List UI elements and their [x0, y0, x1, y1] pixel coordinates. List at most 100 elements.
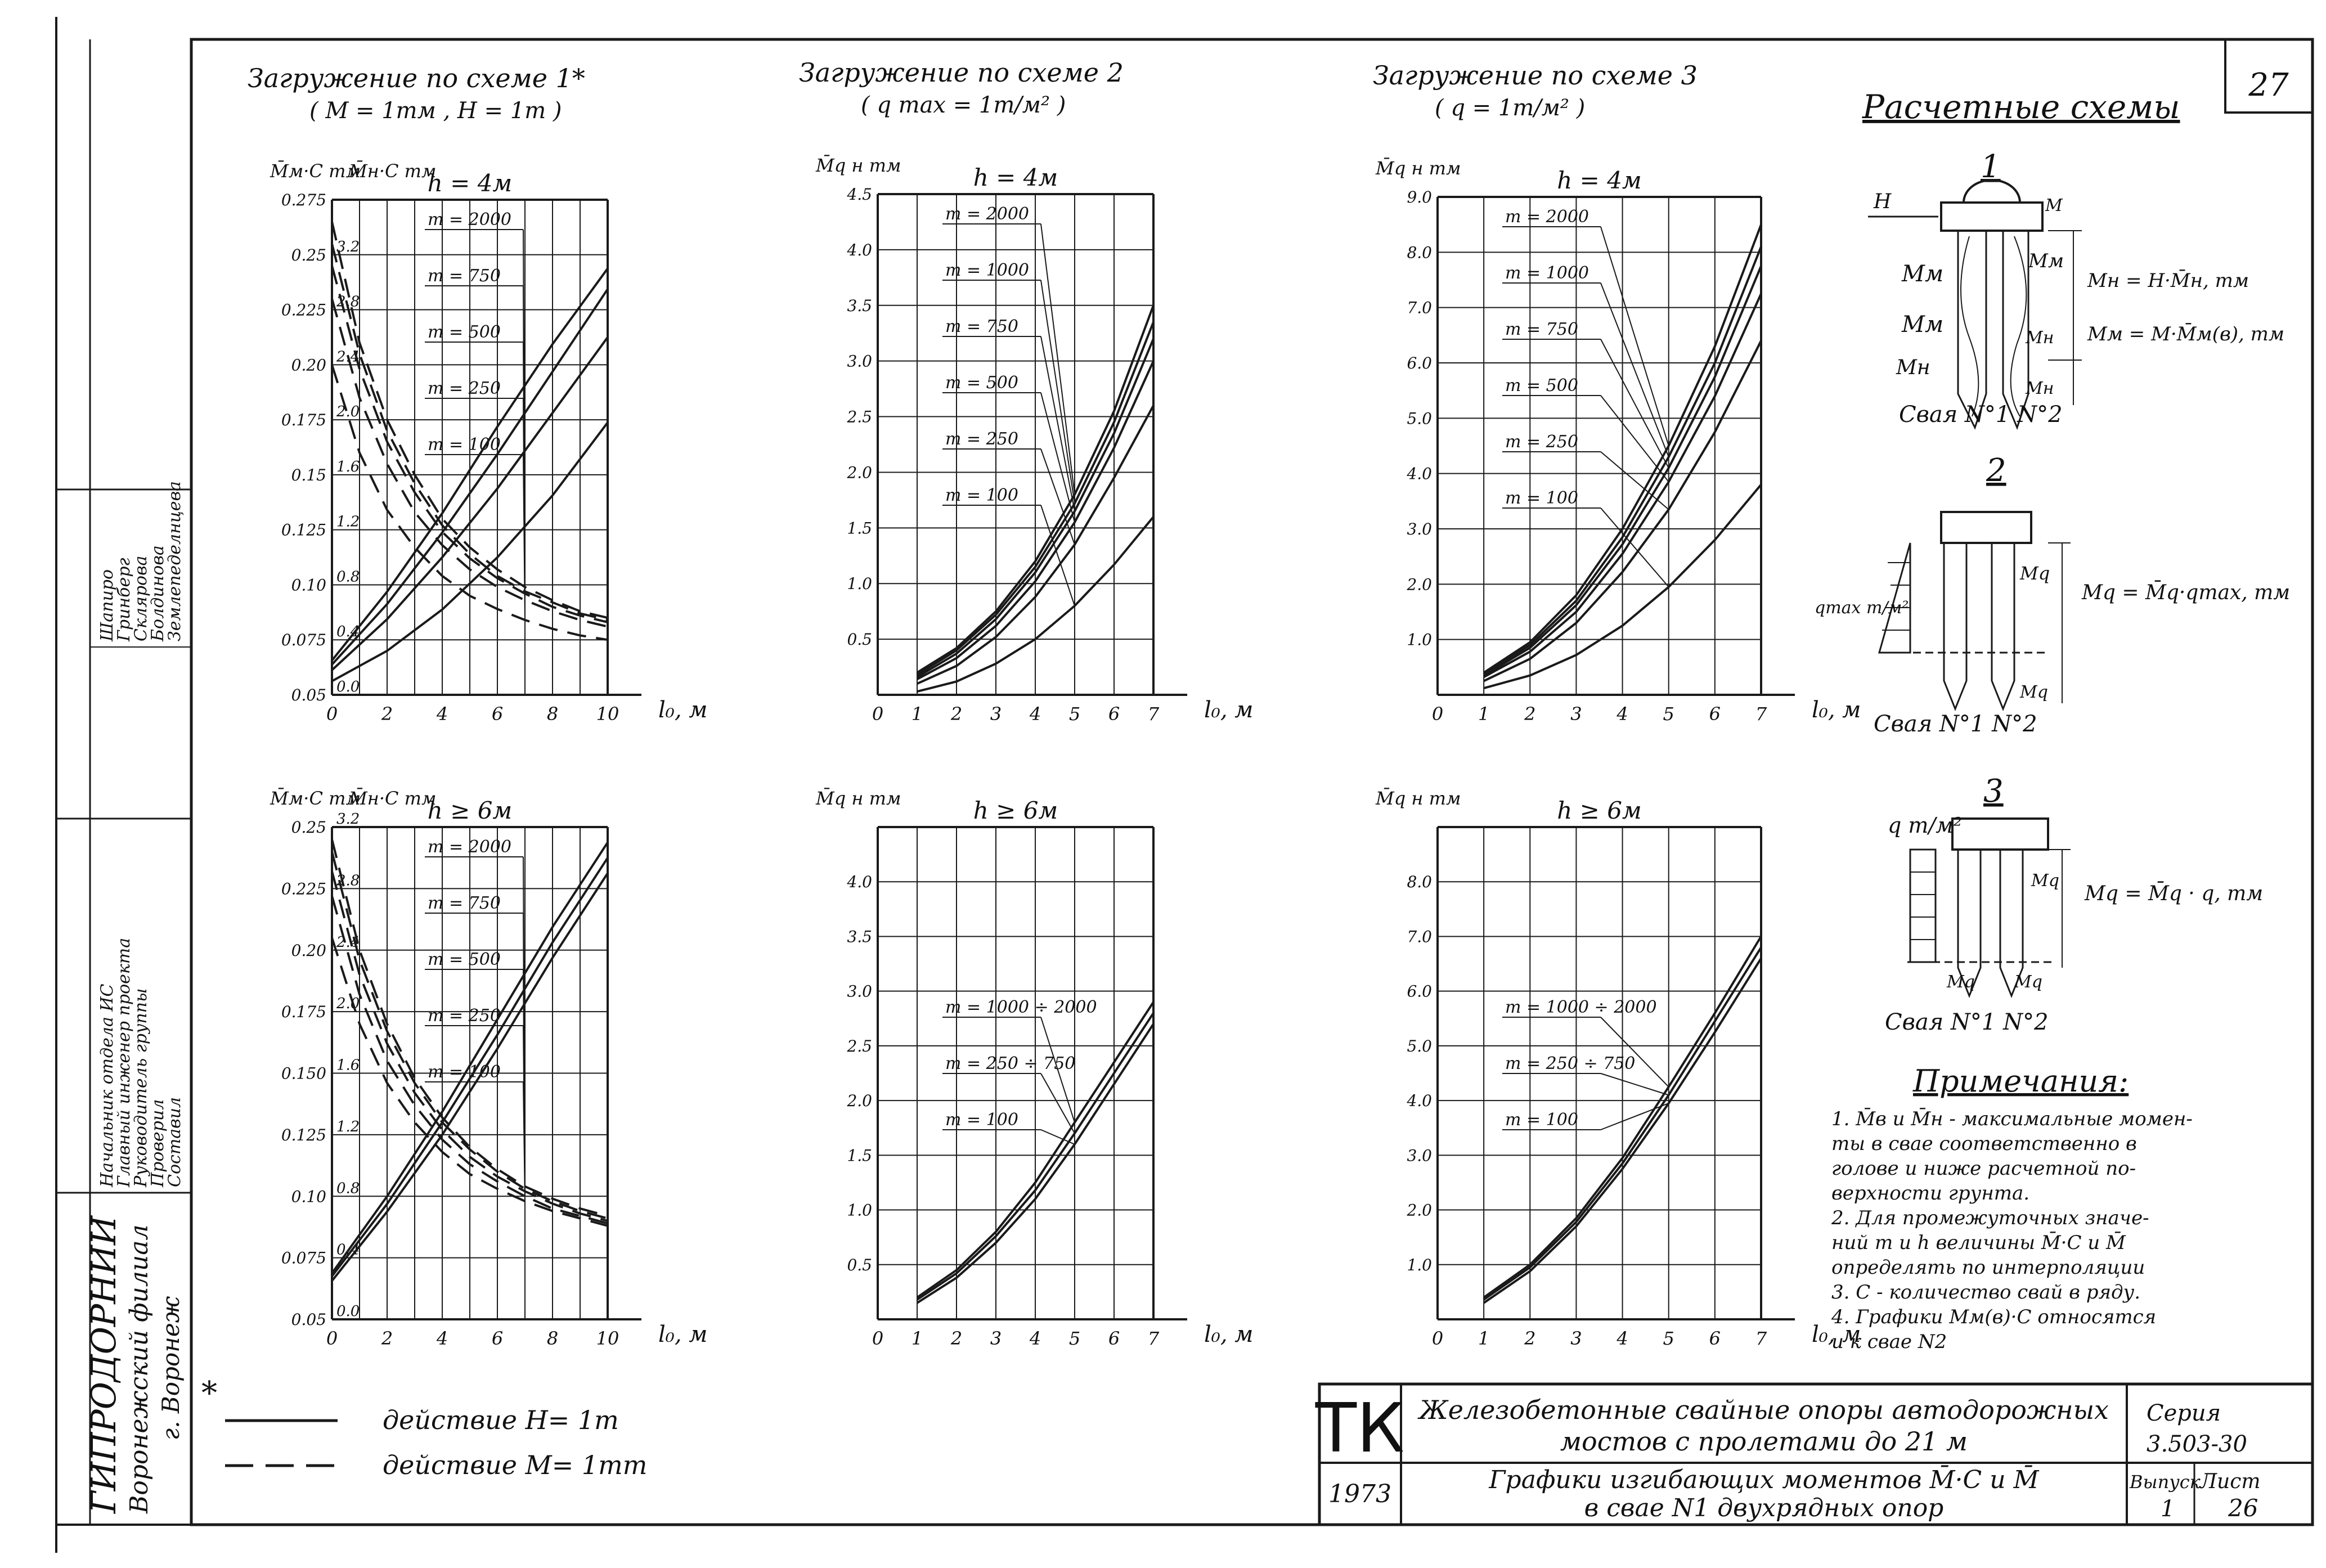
- series-line: [916, 1001, 1155, 1299]
- x-tick-label: 1: [911, 703, 923, 725]
- series-label: m = 500: [428, 950, 501, 969]
- x-tick-label: 7: [1148, 703, 1160, 725]
- chart-subtitle: ( M = 1mм , H = 1m ): [309, 98, 562, 124]
- y-tick-label: 0.05: [291, 686, 326, 704]
- person-name: Землепеделнцева: [165, 481, 185, 641]
- series-line: [917, 405, 1155, 685]
- y-tick-label: 0.5: [847, 630, 872, 649]
- chart-s3_h4: 0 1 2 3 4 5 6 7 l₀, м 1.0 2.0 3.0 4.0 5.0 6.0 7.0 8.0 9.0…: [1373, 60, 1861, 725]
- scheme-1: 1 H M Mм Mм Mн Mм Mн Mн Mн = H·M̄н, mм M…: [1868, 149, 2284, 430]
- svg-text:Mq: Mq: [2014, 972, 2042, 992]
- series-line: [916, 338, 1155, 679]
- person-name: Болдинова: [148, 545, 168, 642]
- note-line: ты в свае соответственно в: [1831, 1133, 2137, 1155]
- schemes-header: Расчетные схемы: [1862, 88, 2180, 126]
- x-tick-label: 6: [1108, 1328, 1120, 1349]
- y-tick-label: 4.5: [846, 185, 872, 204]
- y-axis-label: M̄q н mм: [815, 155, 901, 176]
- y2-axis-label: M̄н·C mм: [348, 160, 437, 182]
- x-tick-label: 6: [1108, 703, 1120, 725]
- x-tick-label: 6: [492, 703, 503, 725]
- h-label: h ≥ 6м: [428, 797, 513, 824]
- h-label: h = 4м: [1557, 167, 1642, 194]
- chart-s2_h4: 0 1 2 3 4 5 6 7 l₀, м 0.5 1.0 1.5 2.0 2.5 3.0 3.5 4.0 4.5…: [799, 57, 1253, 725]
- series-label: m = 100: [945, 486, 1018, 505]
- y2-tick-label: 2.0: [336, 403, 360, 420]
- names-list: ШапироГринбергСкляроваБолдиноваЗемлепеде…: [97, 481, 185, 642]
- series-line: [331, 421, 609, 682]
- scheme-3-number: 3: [1983, 773, 2004, 810]
- leader-line: [1600, 395, 1669, 483]
- scheme-1-eq2: Mм = M·M̄м(в), mм: [2087, 322, 2284, 345]
- series-label: m = 500: [945, 373, 1018, 393]
- notes-header: Примечания:: [1912, 1063, 2129, 1099]
- y2-tick-label: 1.6: [336, 1057, 360, 1074]
- scheme-1-eq1: Mн = H·M̄н, mм: [2087, 269, 2249, 292]
- y-tick-label: 0.150: [281, 1064, 326, 1083]
- chart-s3_h6: 0 1 2 3 4 5 6 7 l₀, м 1.0 2.0 3.0 4.0 5.0 6.0 7.0 8.0 M̄q…: [1375, 788, 1861, 1349]
- series-label: m = 1000: [1505, 263, 1589, 283]
- tk-mark: ТК: [1315, 1390, 1405, 1468]
- series-line: [331, 221, 608, 619]
- leader-line: [1040, 280, 1075, 504]
- chart-title: Загружение по схеме 2: [799, 57, 1124, 88]
- x-tick-label: 4: [1029, 1328, 1041, 1349]
- series-line: [331, 872, 609, 1282]
- h-label: h ≥ 6м: [973, 797, 1058, 824]
- year: 1973: [1328, 1480, 1391, 1508]
- y-tick-label: 4.0: [846, 873, 872, 891]
- scheme-2-caption: Свая N°1 N°2: [1874, 711, 2037, 737]
- y-tick-label: 4.0: [846, 241, 872, 259]
- series-label: m = 100: [428, 435, 501, 455]
- series-label: Серия: [2147, 1400, 2221, 1426]
- y-axis-label: M̄м·C mм: [270, 160, 361, 182]
- chart-series: m = 2000 m = 1000 m = 750 m = 500 m = 250 m =…: [1483, 207, 1762, 690]
- y-tick-label: 0.125: [281, 1126, 326, 1144]
- x-tick-label: 6: [1709, 703, 1721, 725]
- sheet-frame: 27: [55, 17, 2314, 1553]
- chart-subtitle: ( q max = 1m/м² ): [861, 92, 1066, 118]
- y2-tick-label: 0.8: [336, 1180, 360, 1197]
- y-axis-label: M̄q н mм: [815, 788, 901, 809]
- y-tick-label: 0.15: [291, 466, 326, 484]
- svg-text:Mн: Mн: [2025, 379, 2054, 398]
- chart-title: Загружение по схеме 3: [1373, 60, 1698, 91]
- scheme-3-load: q т/м²: [1888, 813, 1962, 838]
- svg-text:Mн: Mн: [1896, 356, 1930, 379]
- svg-text:Mq: Mq: [2019, 682, 2048, 702]
- x-tick-label: 0: [1432, 1328, 1443, 1349]
- svg-text:Mq: Mq: [2031, 871, 2059, 891]
- series-line: [917, 516, 1155, 693]
- x-tick-label: 0: [326, 703, 338, 725]
- role-label: Руководитель группы: [131, 989, 151, 1188]
- series-label: m = 250 ÷ 750: [1505, 1054, 1635, 1073]
- svg-text:Mм: Mм: [2028, 250, 2064, 272]
- y-tick-label: 4.0: [1406, 465, 1432, 483]
- series-line: [331, 364, 608, 641]
- y-tick-label: 0.075: [281, 1249, 326, 1268]
- x-tick-label: 4: [1029, 703, 1041, 725]
- notes-block: Примечания: 1. M̄в и M̄н - максимальные …: [1831, 1063, 2193, 1353]
- y-tick-label: 2.5: [846, 408, 872, 426]
- y-tick-label: 0.075: [281, 631, 326, 649]
- series-line: [331, 336, 609, 671]
- sheet-value: 26: [2228, 1494, 2258, 1522]
- x-tick-label: 3: [990, 703, 1002, 725]
- subtitle-line-1: Графики изгибающих моментов M̄·C и M̄: [1488, 1464, 2039, 1494]
- y2-tick-label: 3.2: [336, 239, 360, 255]
- y-tick-label: 0.175: [281, 411, 326, 429]
- svg-text:Mq: Mq: [2019, 563, 2050, 584]
- y-axis-label: M̄q н mм: [1375, 788, 1461, 809]
- chart-series: m = 2000 m = 750 m = 500 m = 250 m = 100: [331, 837, 609, 1282]
- series-line: [331, 851, 608, 1220]
- series-label: m = 100: [428, 1062, 501, 1082]
- y-tick-label: 0.225: [281, 879, 326, 898]
- scheme-1-moment-M: M: [2045, 196, 2063, 215]
- series-value: 3.503-30: [2147, 1431, 2247, 1457]
- svg-text:Mq: Mq: [1946, 972, 1975, 992]
- role-label: Проверил: [148, 1099, 168, 1188]
- x-tick-label: 7: [1755, 1328, 1767, 1349]
- chart-s2_h6: 0 1 2 3 4 5 6 7 l₀, м 0.5 1.0 1.5 2.0 2.5 3.0 3.5 4.0 M̄q…: [815, 788, 1253, 1349]
